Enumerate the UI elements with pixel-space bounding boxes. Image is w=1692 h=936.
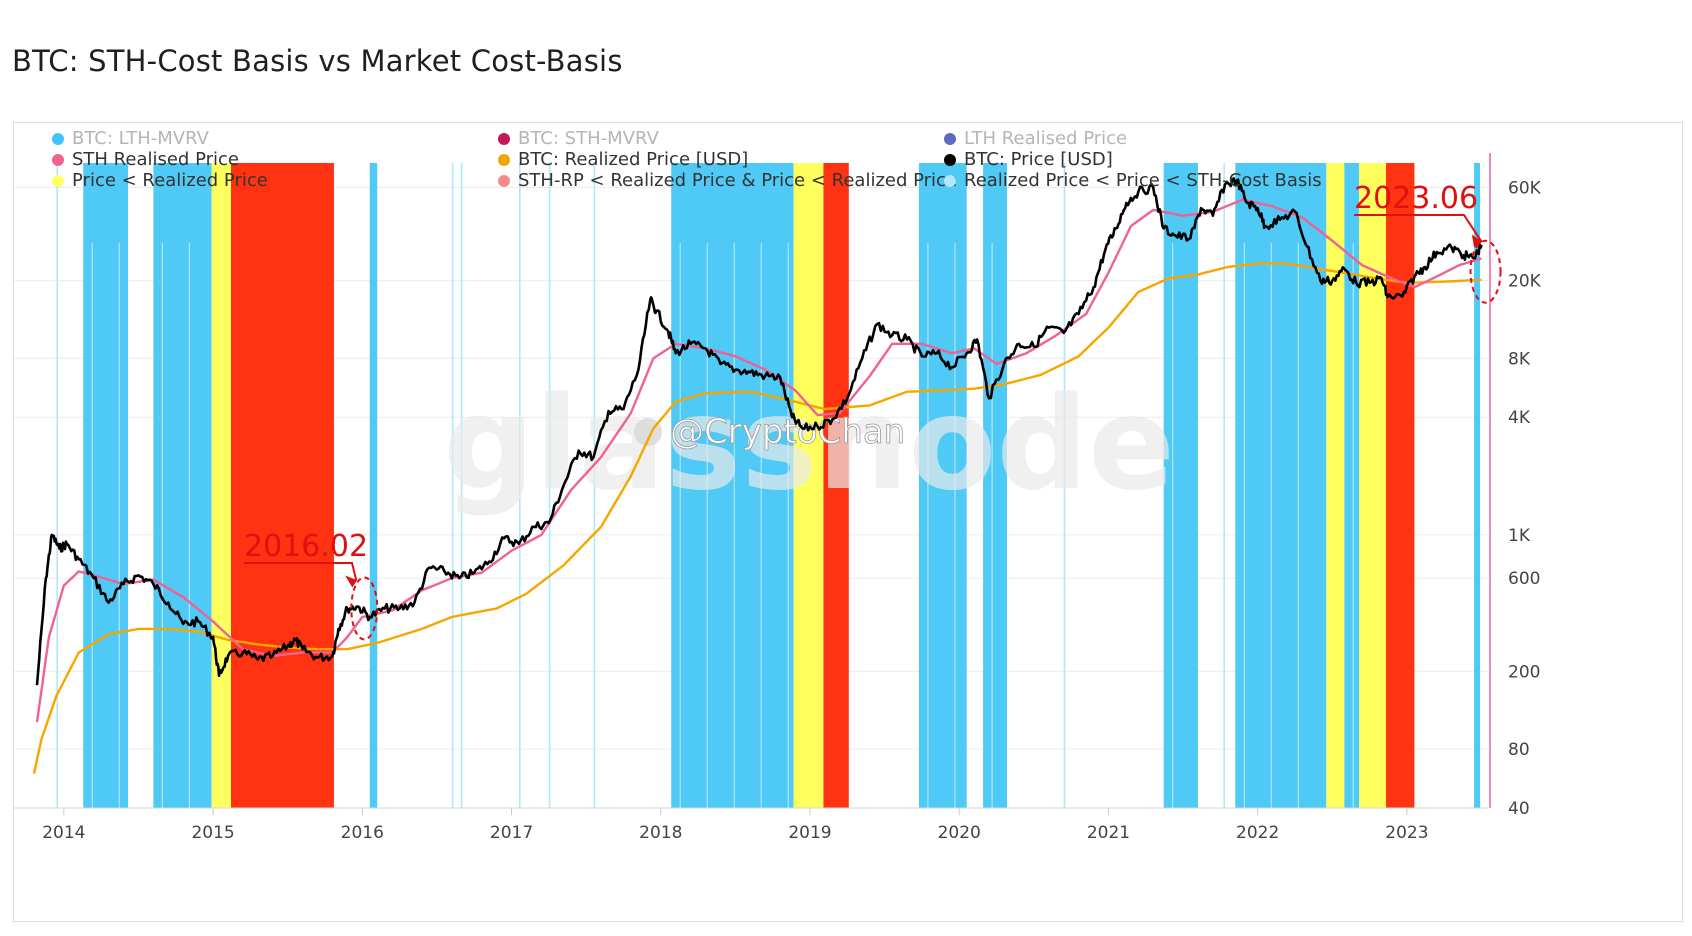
regime-band [369,163,378,808]
realized-price-line[interactable] [32,262,1482,774]
glassnode-watermark: glassnode [443,370,1175,519]
regime-band [548,163,551,808]
x-tick-label: 2023 [1385,823,1428,843]
legend-dot [52,154,64,166]
annotation-label: 2016.02 [244,529,368,564]
legend-dot [498,154,510,166]
regime-band [460,163,463,808]
x-tick-label: 2018 [639,823,682,843]
legend-label: Realized Price < Price < STH-Cost Basis [964,170,1322,191]
y-tick-label: 4K [1508,408,1531,428]
legend-item-sth-rp-below-realized[interactable]: STH-RP < Realized Price & Price < Realiz… [498,170,957,191]
legend-label: Price < Realized Price [72,170,268,191]
regime-band [83,163,129,808]
legend-dot [944,175,956,187]
legend-label: BTC: STH-MVRV [518,128,659,149]
annotation-label: 2023.06 [1354,181,1478,216]
x-tick-label: 2021 [1087,823,1130,843]
regime-band [230,163,334,808]
legend-label: BTC: LTH-MVRV [72,128,209,149]
legend-dot [498,175,510,187]
regime-band [593,163,596,808]
legend-dot [498,133,510,145]
annotation-ellipse [1469,239,1502,304]
x-tick-label: 2022 [1236,823,1279,843]
credit-watermark: @CryptoChan [670,412,905,452]
regime-band [1063,163,1066,808]
legend-label: BTC: Realized Price [USD] [518,149,749,170]
legend-dot [52,133,64,145]
legend-dot [944,154,956,166]
regime-band [1235,163,1327,808]
legend-label: BTC: Price [USD] [964,149,1113,170]
x-tick-label: 2014 [42,823,85,843]
page-title: BTC: STH-Cost Basis vs Market Cost-Basis [12,44,623,78]
legend-label: STH Realised Price [72,149,239,170]
y-tick-label: 600 [1508,569,1540,589]
regime-band [823,163,849,808]
x-tick-label: 2015 [191,823,234,843]
y-tick-label: 1K [1508,526,1531,546]
x-tick-label: 2016 [341,823,384,843]
chart-plot[interactable]: glassnode@CryptoChan 60K 20K 8K 4K 1K 600 200 80… [14,123,1682,921]
legend-item-price-below-realized[interactable]: Price < Realized Price [52,170,268,191]
y-tick-label: 60K [1508,178,1542,198]
legend-dot [52,175,64,187]
chart-panel: glassnode @CryptoChan 60K 20K 8K 4K 1K 600 200 80… [13,122,1683,922]
y-tick-label: 40 [1508,799,1530,819]
x-tick-label: 2020 [938,823,981,843]
regime-band [1386,163,1415,808]
regime-band [451,163,454,808]
legend-item-lth-realised-price[interactable]: LTH Realised Price [944,128,1127,149]
y-tick-label: 80 [1508,740,1530,760]
legend-item-realized-below-price-below-sth[interactable]: Realized Price < Price < STH-Cost Basis [944,170,1322,191]
regime-band [1163,163,1198,808]
y-tick-label: 8K [1508,349,1531,369]
regime-band [519,163,521,808]
regime-band [793,163,824,808]
x-tick-label: 2017 [490,823,533,843]
regime-band [56,163,58,808]
regime-band [1359,163,1387,808]
annotation-ellipse [350,576,379,641]
legend-item-btc-price[interactable]: BTC: Price [USD] [944,149,1113,170]
legend-item-realized-price[interactable]: BTC: Realized Price [USD] [498,149,748,170]
legend-dot [944,133,956,145]
regime-band [1223,163,1225,808]
annotation-arrow [244,562,358,581]
annotation-arrow [1354,214,1483,243]
y-tick-label: 20K [1508,272,1542,292]
legend-item-lth-mvrv[interactable]: BTC: LTH-MVRV [52,128,209,149]
regime-band [983,163,1007,808]
regime-band [153,163,212,808]
regime-band [1474,163,1481,808]
regime-band [1326,163,1345,808]
regime-band [1344,163,1360,808]
y-tick-label: 200 [1508,662,1540,682]
legend-label: STH-RP < Realized Price & Price < Realiz… [518,170,958,191]
regime-band [211,163,231,808]
x-tick-label: 2019 [788,823,831,843]
regime-band [918,163,967,808]
legend-label: LTH Realised Price [964,128,1128,149]
btc-price-line[interactable] [35,177,1483,686]
legend-item-sth-realised-price[interactable]: STH Realised Price [52,149,239,170]
regime-band [671,163,794,808]
arrowhead-icon [345,575,358,588]
arrowhead-icon [1471,234,1483,248]
legend-item-sth-mvrv[interactable]: BTC: STH-MVRV [498,128,659,149]
